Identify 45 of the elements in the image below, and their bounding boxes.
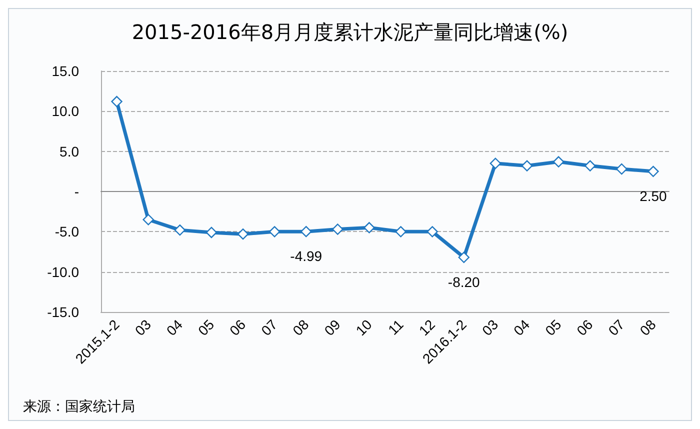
x-tick-label: 03 bbox=[132, 316, 154, 339]
point bbox=[395, 226, 406, 238]
x-tick-label: 11 bbox=[384, 316, 407, 338]
point bbox=[237, 228, 249, 240]
point bbox=[142, 214, 154, 226]
chart-title: 2015-2016年8月月度累计水泥产量同比增速(%) bbox=[132, 20, 568, 44]
data-label: -8.20 bbox=[448, 274, 480, 290]
y-tick-label: - bbox=[74, 184, 80, 200]
point bbox=[458, 252, 470, 263]
y-tick-label: 10.0 bbox=[52, 103, 80, 120]
point bbox=[426, 226, 438, 238]
point bbox=[552, 156, 564, 168]
point bbox=[174, 224, 186, 236]
y-tick-label: -10.0 bbox=[47, 264, 80, 280]
y-tick-label: -5.0 bbox=[54, 224, 80, 240]
x-tick-label: 10 bbox=[352, 316, 376, 339]
x-tick-label: 04 bbox=[163, 316, 186, 339]
point bbox=[648, 166, 659, 178]
data-label: 2.50 bbox=[640, 188, 668, 204]
point bbox=[490, 158, 502, 169]
x-tick-label: 05 bbox=[542, 316, 564, 339]
data-label: -4.99 bbox=[290, 248, 322, 264]
source-note: 来源：国家统计局 bbox=[23, 399, 135, 415]
y-tick-label: -15.0 bbox=[47, 304, 80, 320]
point bbox=[332, 224, 344, 235]
y-tick-label: 5.0 bbox=[60, 143, 80, 160]
x-tick-label: 06 bbox=[573, 316, 596, 339]
point bbox=[111, 96, 122, 108]
point bbox=[616, 163, 628, 175]
x-tick-label: 06 bbox=[226, 316, 249, 339]
point bbox=[521, 160, 533, 172]
point bbox=[268, 226, 280, 238]
point bbox=[300, 226, 312, 238]
x-tick-label: 04 bbox=[510, 316, 533, 339]
point bbox=[584, 160, 596, 172]
x-tick-label: 09 bbox=[321, 316, 344, 339]
x-tick-label: 05 bbox=[194, 316, 218, 339]
x-tick-label: 03 bbox=[478, 316, 502, 339]
x-tick-label: 08 bbox=[636, 316, 660, 339]
x-tick-label: 08 bbox=[289, 316, 312, 339]
point bbox=[206, 226, 218, 238]
x-tick-label: 07 bbox=[605, 316, 628, 339]
point bbox=[364, 222, 375, 234]
y-tick-label: 15.0 bbox=[52, 63, 80, 79]
x-tick-label: 07 bbox=[258, 316, 280, 339]
